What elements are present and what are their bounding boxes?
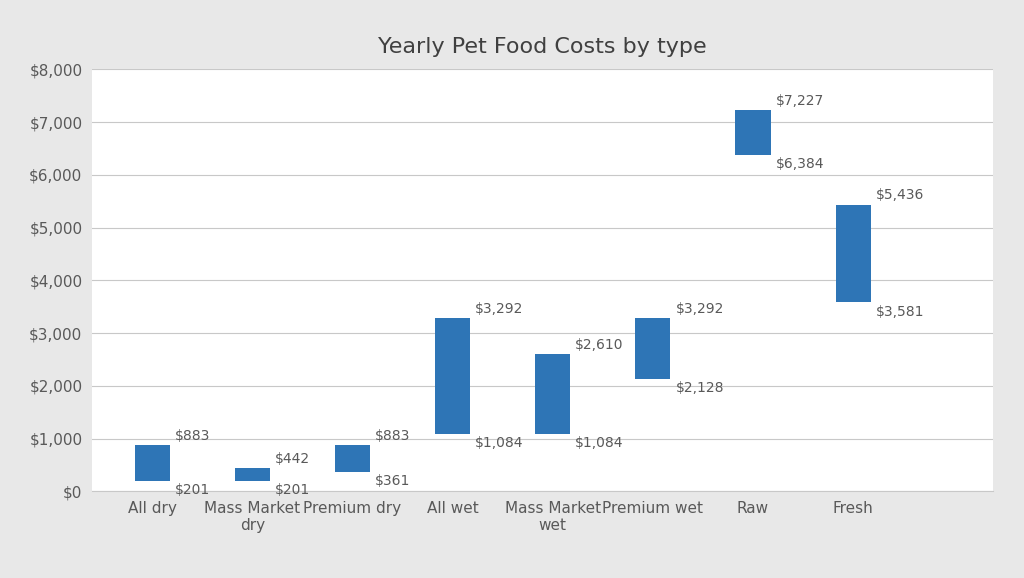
Text: $3,292: $3,292 bbox=[475, 302, 523, 316]
Text: $1,084: $1,084 bbox=[575, 436, 624, 450]
Bar bbox=[635, 318, 671, 379]
Text: $5,436: $5,436 bbox=[876, 188, 924, 202]
Text: $442: $442 bbox=[274, 452, 310, 466]
Bar bbox=[435, 318, 470, 434]
Bar bbox=[234, 468, 270, 481]
Text: $201: $201 bbox=[175, 483, 210, 497]
Text: $2,610: $2,610 bbox=[575, 338, 624, 351]
Text: $3,292: $3,292 bbox=[676, 302, 724, 316]
Text: $201: $201 bbox=[274, 483, 310, 497]
Text: $6,384: $6,384 bbox=[775, 157, 824, 171]
Text: $361: $361 bbox=[375, 475, 411, 488]
Text: $883: $883 bbox=[375, 429, 411, 443]
Text: $883: $883 bbox=[175, 429, 210, 443]
Bar bbox=[836, 205, 870, 302]
Bar bbox=[735, 110, 770, 154]
Text: $3,581: $3,581 bbox=[876, 305, 924, 318]
Text: $1,084: $1,084 bbox=[475, 436, 523, 450]
Bar bbox=[335, 444, 370, 472]
Title: Yearly Pet Food Costs by type: Yearly Pet Food Costs by type bbox=[379, 36, 707, 57]
Text: $2,128: $2,128 bbox=[676, 381, 724, 395]
Text: $7,227: $7,227 bbox=[775, 94, 823, 108]
Bar bbox=[536, 354, 570, 434]
Bar bbox=[135, 444, 170, 481]
